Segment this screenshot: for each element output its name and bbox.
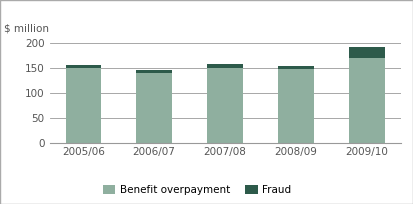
Bar [349, 47, 385, 58]
Bar [66, 68, 101, 143]
Bar [207, 68, 243, 143]
Bar [278, 66, 314, 69]
Bar [349, 58, 385, 143]
Bar [66, 65, 101, 68]
Bar [136, 70, 172, 73]
Text: $ million: $ million [4, 24, 49, 34]
Bar [207, 64, 243, 68]
Legend: Benefit overpayment, Fraud: Benefit overpayment, Fraud [103, 185, 291, 195]
Bar [278, 69, 314, 143]
Bar [136, 73, 172, 143]
